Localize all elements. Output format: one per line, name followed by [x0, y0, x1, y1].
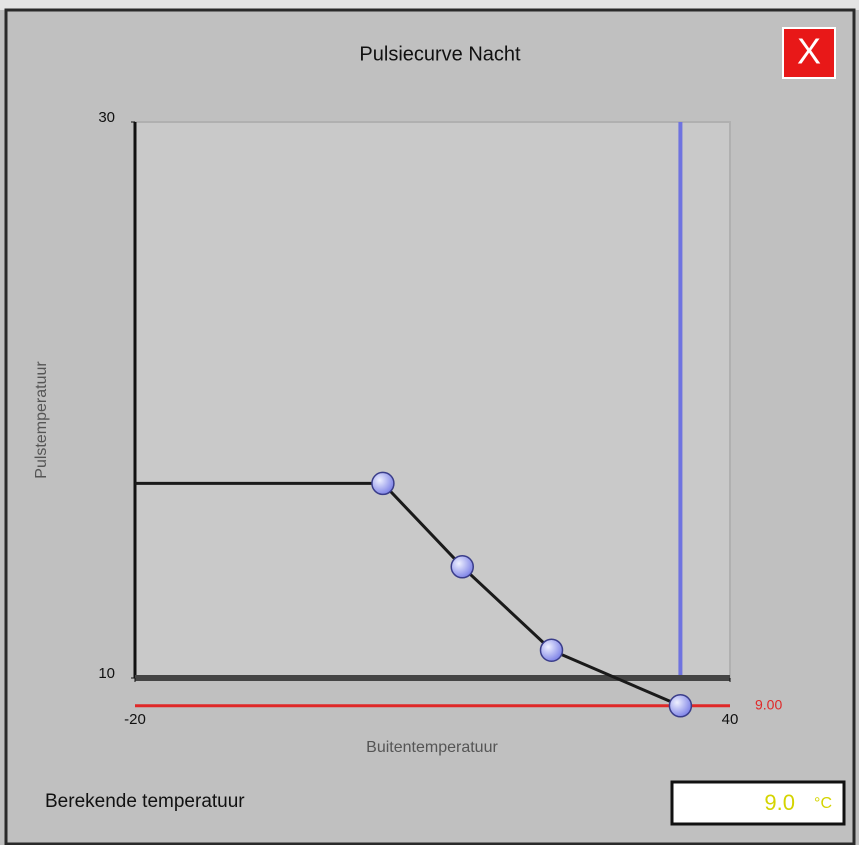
result-box: [670, 780, 846, 826]
result-unit: °C: [814, 795, 832, 812]
y-axis-label: Pulstemperatuur: [33, 361, 50, 479]
x-tick-label: -20: [124, 711, 146, 728]
top-strip: [0, 0, 859, 10]
chart-title: Pulsiecurve Nacht: [359, 43, 521, 65]
x-tick-label: 40: [722, 711, 739, 728]
result-label: Berekende temperatuur: [45, 791, 245, 812]
curve-point: [450, 555, 474, 579]
plot: 9.00 10 30 -20 40 Buitentemperatuur Pulstemper…: [33, 109, 782, 756]
close-button[interactable]: [782, 27, 836, 79]
curve-point: [668, 694, 693, 718]
plot-area: [134, 121, 731, 679]
result-value: 9.0: [764, 790, 795, 815]
curve-point: [539, 638, 564, 662]
dialog-border: [4, 8, 856, 845]
curve-point: [371, 471, 395, 496]
close-button-label[interactable]: X: [797, 31, 821, 72]
x-axis-label: Buitentemperatuur: [366, 739, 498, 756]
y-tick-label: 30: [98, 109, 115, 126]
y-tick-label: 10: [98, 665, 115, 682]
reference-label: 9.00: [755, 697, 782, 713]
